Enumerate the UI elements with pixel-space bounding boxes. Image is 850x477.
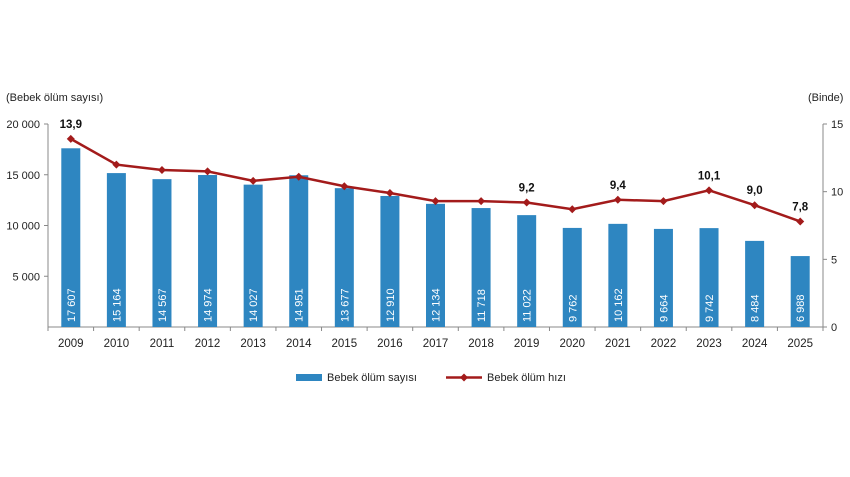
x-tick-label: 2021 — [605, 338, 631, 350]
bar — [471, 208, 491, 327]
rate-point — [112, 160, 121, 169]
legend: Bebek ölüm sayısı Bebek ölüm hızı — [296, 372, 566, 384]
right-tick-label: 15 — [831, 119, 843, 131]
left-tick-label: 15 000 — [6, 170, 40, 182]
bar-value-label: 14 974 — [203, 288, 215, 322]
right-axis-title: (Binde) — [808, 92, 844, 104]
rate-point — [431, 197, 440, 206]
rate-value-label: 10,1 — [698, 170, 721, 182]
x-tick-label: 2014 — [286, 338, 312, 350]
axes: 5 000 10 000 15 000 20 000 0 5 10 15 — [6, 119, 843, 334]
rate-point — [613, 195, 622, 204]
bars — [61, 148, 810, 327]
rate-point — [340, 182, 349, 191]
bar — [243, 184, 263, 327]
x-tick-label: 2016 — [377, 338, 403, 350]
bar — [699, 228, 719, 327]
bar-value-label: 17 607 — [66, 288, 78, 322]
x-tick-label: 2023 — [696, 338, 722, 350]
x-tick-label: 2025 — [787, 338, 813, 350]
bar-value-label: 14 951 — [294, 288, 306, 322]
x-tick-label: 2011 — [150, 338, 175, 350]
left-tick-label: 5 000 — [12, 271, 40, 283]
x-tick-label: 2018 — [468, 338, 494, 350]
rate-point — [66, 134, 75, 143]
bar-value-label: 9 762 — [567, 294, 579, 322]
bar-value-label: 9 742 — [704, 294, 716, 322]
rate-value-label: 7,8 — [792, 201, 809, 213]
bar-value-label: 6 988 — [795, 294, 807, 322]
rate-line — [66, 134, 805, 226]
x-tick-label: 2010 — [104, 338, 130, 350]
x-tick-label: 2022 — [651, 338, 677, 350]
rate-value-label: 9,0 — [747, 185, 763, 197]
bar — [608, 223, 628, 327]
bar-value-label: 12 134 — [431, 288, 443, 322]
rate-point — [568, 205, 577, 214]
bar — [426, 203, 445, 327]
x-tick-label: 2019 — [514, 338, 540, 350]
bar — [380, 195, 400, 327]
rate-value-label: 9,2 — [519, 182, 535, 194]
x-tick-label: 2009 — [58, 338, 84, 350]
bar — [517, 215, 537, 327]
bar — [106, 173, 126, 327]
bar — [334, 188, 354, 327]
rate-point — [294, 172, 303, 181]
legend-bar-swatch — [296, 374, 322, 381]
left-tick-label: 10 000 — [6, 221, 40, 233]
bar — [653, 228, 673, 327]
rate-point — [249, 176, 258, 185]
bar-value-label: 9 664 — [658, 294, 670, 322]
left-axis-title: (Bebek ölüm sayısı) — [6, 92, 104, 104]
right-tick-label: 10 — [831, 187, 843, 199]
left-tick-label: 20 000 — [6, 119, 40, 131]
bar-labels: 17 607 15 164 14 567 14 974 14 027 14 951 13 6… — [66, 288, 807, 322]
bar-value-label: 11 718 — [476, 289, 488, 322]
bar-value-label: 15 164 — [111, 288, 123, 322]
x-tick-label: 2024 — [742, 338, 768, 350]
x-tick-label: 2015 — [332, 338, 358, 350]
rate-point — [203, 167, 212, 176]
bar-value-label: 14 567 — [157, 288, 169, 322]
bar — [289, 175, 309, 327]
rate-point — [750, 201, 759, 210]
bar-value-label: 12 910 — [385, 288, 397, 322]
rate-point — [157, 166, 166, 175]
bar-value-label: 10 162 — [613, 288, 625, 322]
bar — [745, 240, 765, 327]
bar — [152, 179, 172, 327]
bar — [562, 227, 582, 327]
rate-point — [705, 186, 714, 195]
rate-point — [385, 189, 394, 198]
rate-value-label: 13,9 — [60, 119, 82, 131]
legend-line-marker — [460, 373, 468, 382]
bar — [790, 256, 810, 327]
bar-value-label: 13 677 — [339, 288, 351, 322]
bar-value-label: 8 484 — [750, 294, 762, 322]
x-tick-label: 2017 — [423, 338, 449, 350]
rate-point — [659, 197, 668, 206]
bar — [61, 148, 81, 327]
legend-line-label: Bebek ölüm hızı — [487, 372, 566, 384]
point-labels: 13,9 9,2 9,4 10,1 9,0 7,8 — [60, 119, 809, 214]
right-tick-label: 5 — [831, 254, 837, 266]
x-tick-label: 2013 — [240, 338, 266, 350]
rate-value-label: 9,4 — [610, 180, 627, 192]
rate-point — [477, 197, 486, 206]
x-tick-label: 2020 — [559, 338, 585, 350]
rate-point — [796, 217, 805, 226]
rate-point — [522, 198, 531, 207]
bar-value-label: 11 022 — [522, 289, 534, 322]
bar — [198, 175, 218, 327]
x-tick-labels: 2009 2010 2011 2012 2013 2014 2015 2016 2017 2018… — [58, 338, 813, 350]
bar-value-label: 14 027 — [248, 288, 260, 322]
x-tick-label: 2012 — [195, 338, 221, 350]
right-tick-label: 0 — [831, 322, 837, 334]
legend-bar-label: Bebek ölüm sayısı — [327, 372, 417, 384]
